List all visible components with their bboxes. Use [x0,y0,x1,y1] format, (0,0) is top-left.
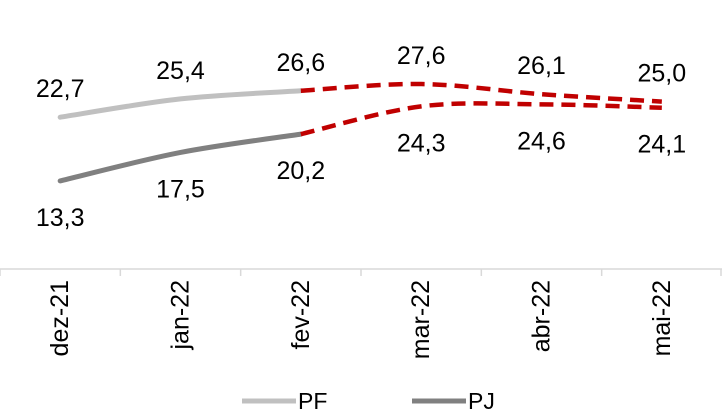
series-lines [57,81,662,184]
data-label-pj-fev-22: 20,2 [276,157,325,185]
series-pf-forecast-line [300,81,662,104]
x-tick-label-jan-22: jan-22 [167,280,195,351]
data-labels: 22,7 25,4 26,6 27,6 26,1 25,0 13,3 17,5 20,2 24,3… [36,42,686,232]
data-label-pj-mai-22: 24,1 [637,131,686,159]
x-tick-label-mai-22: mai-22 [648,280,676,356]
data-label-pf-mai-22: 25,0 [637,60,686,88]
data-label-pf-dez-21: 22,7 [36,75,85,103]
legend-label-pf: PF [298,388,327,411]
x-tick-label-fev-22: fev-22 [287,280,315,349]
legend: PF PJ [242,388,495,411]
data-label-pj-jan-22: 17,5 [156,175,205,203]
data-label-pf-mar-22: 27,6 [397,42,446,70]
x-tick-label-mar-22: mar-22 [407,280,435,359]
data-label-pj-mar-22: 24,3 [397,129,446,157]
x-tick-label-abr-22: abr-22 [528,280,556,352]
data-label-pj-dez-21: 13,3 [36,204,85,232]
legend-label-pj: PJ [468,388,495,411]
data-label-pf-jan-22: 25,4 [156,57,205,85]
x-tick-label-dez-21: dez-21 [46,280,74,356]
series-pj-forecast-line [300,101,662,137]
x-axis: dez-21 jan-22 fev-22 mar-22 abr-22 mai-22 [0,268,722,359]
data-label-pf-fev-22: 26,6 [276,49,325,77]
data-label-pf-abr-22: 26,1 [517,52,566,80]
data-label-pj-abr-22: 24,6 [517,127,566,155]
series-pj-line [57,131,304,184]
series-pf-line [57,88,304,120]
